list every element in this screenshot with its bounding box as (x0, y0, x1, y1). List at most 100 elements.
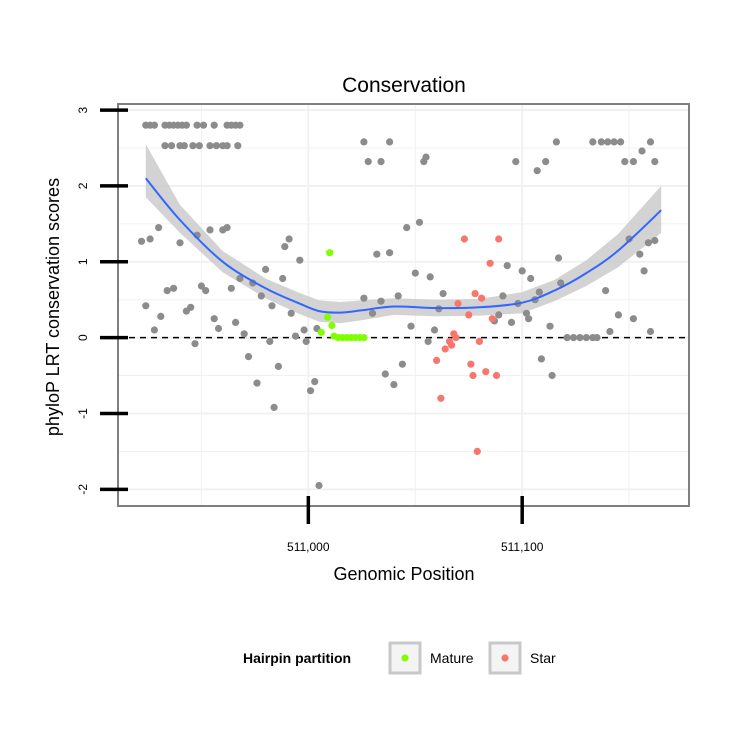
other-point (589, 138, 597, 146)
star-point (448, 341, 456, 349)
other-point (548, 371, 556, 380)
other-point (180, 142, 188, 150)
star-point (488, 315, 496, 323)
y-tick-label: -2 (76, 484, 90, 495)
other-point (167, 142, 176, 150)
star-point (482, 368, 490, 376)
other-point (602, 287, 610, 295)
mature-point (324, 313, 332, 321)
other-point (360, 294, 368, 302)
other-point (651, 158, 659, 166)
other-point (390, 381, 398, 389)
other-point (360, 138, 368, 146)
other-point (629, 158, 638, 166)
other-point (415, 218, 424, 226)
other-point (398, 360, 406, 368)
star-point (460, 235, 468, 243)
other-point (274, 362, 282, 370)
other-point (161, 142, 169, 150)
y-axis-label: phyloP LRT conservation scores (43, 178, 63, 436)
y-tick-label: 0 (76, 334, 90, 341)
legend-label: Mature (430, 650, 474, 666)
other-point (300, 326, 308, 334)
other-point (422, 153, 430, 161)
star-point (454, 299, 462, 308)
other-point (424, 337, 432, 345)
star-point (495, 235, 503, 243)
other-point (214, 324, 223, 333)
star-point (473, 447, 481, 455)
other-point (287, 309, 295, 317)
other-point (232, 318, 240, 326)
other-point (377, 297, 385, 305)
other-point (407, 322, 415, 330)
other-point (377, 158, 385, 166)
points-layer (137, 121, 659, 490)
other-point (236, 121, 244, 129)
other-point (191, 340, 199, 348)
other-point (279, 274, 287, 283)
other-point (302, 337, 310, 345)
other-point (155, 224, 163, 232)
other-point (262, 265, 270, 273)
other-point (426, 273, 434, 281)
other-point (227, 284, 235, 292)
other-point (381, 370, 389, 378)
x-axis: 511,000 511,100 (287, 496, 544, 554)
x-tick-label: 511,100 (501, 540, 544, 554)
other-point (234, 142, 242, 150)
smooth-line-layer (145, 177, 662, 314)
other-point (199, 121, 208, 129)
other-point (150, 326, 158, 334)
x-tick-label: 511,000 (287, 540, 330, 554)
star-point (433, 356, 441, 364)
other-point (625, 235, 633, 243)
other-point (646, 138, 655, 146)
other-point (554, 254, 563, 262)
mature-point (326, 249, 334, 257)
other-point (368, 309, 377, 317)
other-point (646, 327, 655, 336)
mature-point (328, 321, 336, 330)
other-point (614, 311, 623, 319)
other-point (439, 290, 447, 298)
star-point (492, 371, 501, 380)
other-point (187, 303, 195, 311)
other-point (638, 147, 646, 155)
other-point (512, 158, 520, 166)
other-point (499, 292, 507, 300)
other-point (569, 334, 578, 342)
other-point (576, 334, 584, 342)
other-point (546, 322, 554, 330)
other-point (142, 302, 150, 310)
other-point (281, 243, 289, 251)
other-point (386, 138, 394, 146)
other-point (268, 302, 276, 310)
other-point (291, 332, 300, 340)
other-point (542, 158, 550, 166)
other-point (621, 158, 629, 166)
other-point (157, 312, 165, 320)
other-point (266, 337, 274, 345)
star-point (467, 360, 475, 368)
legend-key-point (501, 654, 509, 662)
star-point (441, 345, 449, 353)
star-point (465, 311, 473, 319)
other-point (617, 138, 625, 146)
y-tick-label: 1 (76, 258, 90, 265)
other-point (403, 224, 411, 232)
smooth-line (145, 177, 662, 314)
other-point (193, 121, 201, 129)
star-point (475, 337, 483, 345)
x-axis-label: Genomic Position (333, 564, 474, 584)
mature-point (360, 334, 368, 342)
other-point (306, 387, 315, 395)
other-point (210, 121, 218, 129)
other-point (244, 353, 253, 361)
star-point (437, 394, 445, 402)
other-point (373, 250, 381, 258)
other-point (253, 379, 261, 387)
other-point (206, 226, 214, 234)
other-point (212, 142, 220, 150)
